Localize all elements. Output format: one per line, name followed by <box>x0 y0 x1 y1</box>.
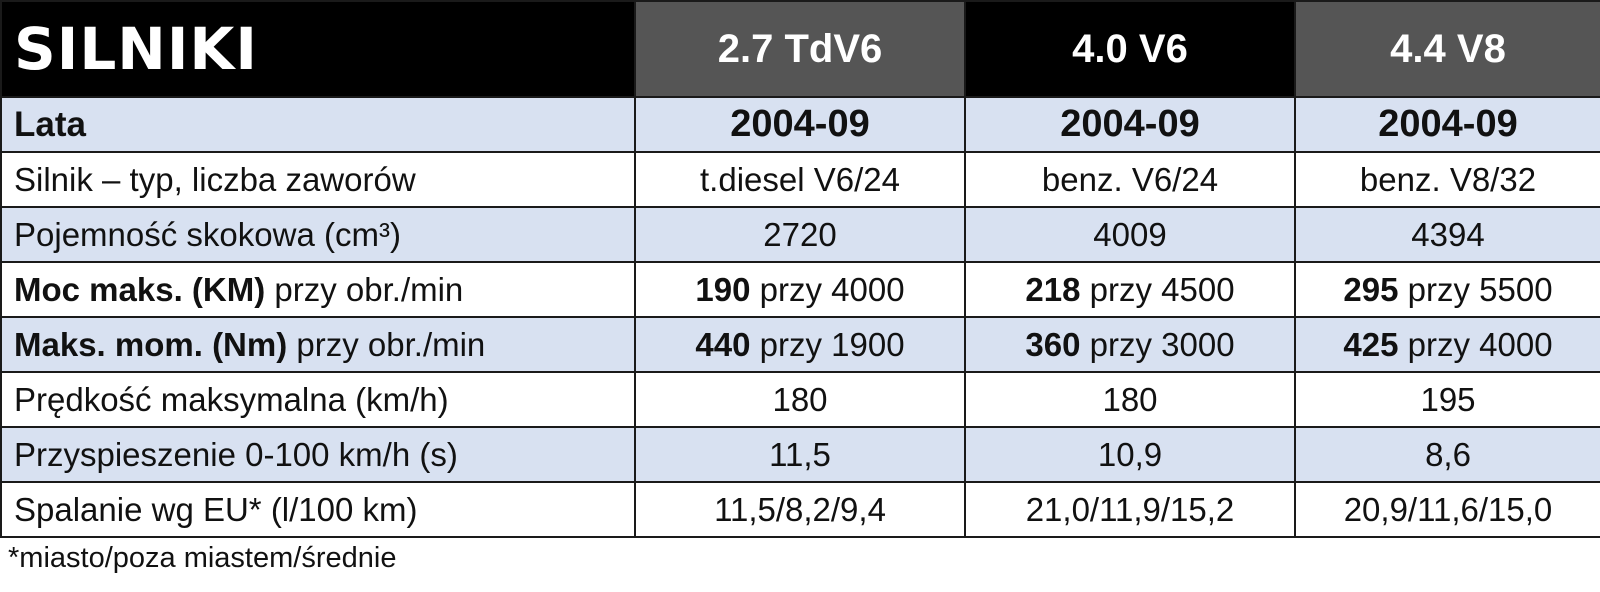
cell-value: 4394 <box>1294 206 1600 263</box>
cell-value: 8,6 <box>1294 426 1600 483</box>
row-label: Silnik – typ, liczba zaworów <box>0 151 636 208</box>
table-row-years: Lata 2004-09 2004-09 2004-09 <box>0 96 1600 153</box>
cell-value: 440 przy 1900 <box>634 316 966 373</box>
cell-value: 180 <box>634 371 966 428</box>
cell-value-bold: 190 <box>695 270 751 308</box>
cell-value: 20,9/11,6/15,0 <box>1294 481 1600 538</box>
cell-value-rest: przy 1900 <box>750 325 905 363</box>
row-label-rest: przy obr./min <box>287 325 486 363</box>
table-row-engine-type: Silnik – typ, liczba zaworów t.diesel V6… <box>0 151 1600 208</box>
cell-value: 2004-09 <box>634 96 966 153</box>
cell-value: 2004-09 <box>964 96 1296 153</box>
cell-value-bold: 440 <box>695 325 751 363</box>
cell-value: benz. V8/32 <box>1294 151 1600 208</box>
cell-value: 21,0/11,9/15,2 <box>964 481 1296 538</box>
column-header-engine-2: 4.0 V6 <box>964 0 1296 98</box>
cell-value: 4009 <box>964 206 1296 263</box>
cell-value-bold: 218 <box>1025 270 1081 308</box>
row-label: Pojemność skokowa (cm³) <box>0 206 636 263</box>
cell-value-rest: przy 4000 <box>750 270 905 308</box>
cell-value-rest: przy 5500 <box>1398 270 1553 308</box>
row-label-rest: przy obr./min <box>265 270 464 308</box>
cell-value-bold: 425 <box>1343 325 1399 363</box>
table-row-max-power: Moc maks. (KM) przy obr./min 190 przy 40… <box>0 261 1600 318</box>
column-header-engine-1: 2.7 TdV6 <box>634 0 966 98</box>
cell-value: 2720 <box>634 206 966 263</box>
table-row-acceleration: Przyspieszenie 0-100 km/h (s) 11,5 10,9 … <box>0 426 1600 483</box>
row-label-bold: Moc maks. (KM) <box>14 270 266 308</box>
table-row-top-speed: Prędkość maksymalna (km/h) 180 180 195 <box>0 371 1600 428</box>
cell-value-rest: przy 4500 <box>1080 270 1235 308</box>
cell-value: 295 przy 5500 <box>1294 261 1600 318</box>
cell-value-rest: przy 3000 <box>1080 325 1235 363</box>
cell-value: 190 przy 4000 <box>634 261 966 318</box>
column-header-engine-3: 4.4 V8 <box>1294 0 1600 98</box>
row-label: Prędkość maksymalna (km/h) <box>0 371 636 428</box>
table-title: SILNIKI <box>0 0 636 98</box>
table-row-max-torque: Maks. mom. (Nm) przy obr./min 440 przy 1… <box>0 316 1600 373</box>
cell-value: t.diesel V6/24 <box>634 151 966 208</box>
footnote: *miasto/poza miastem/średnie <box>8 542 397 574</box>
table-row-fuel-consumption: Spalanie wg EU* (l/100 km) 11,5/8,2/9,4 … <box>0 481 1600 538</box>
row-label: Lata <box>0 96 636 153</box>
row-label: Maks. mom. (Nm) przy obr./min <box>0 316 636 373</box>
cell-value-bold: 295 <box>1343 270 1399 308</box>
row-label: Spalanie wg EU* (l/100 km) <box>0 481 636 538</box>
cell-value: 11,5/8,2/9,4 <box>634 481 966 538</box>
engine-spec-table: SILNIKI 2.7 TdV6 4.0 V6 4.4 V8 Lata 2004… <box>0 0 1600 538</box>
cell-value-bold: 360 <box>1025 325 1081 363</box>
cell-value: 195 <box>1294 371 1600 428</box>
cell-value: 10,9 <box>964 426 1296 483</box>
row-label: Moc maks. (KM) przy obr./min <box>0 261 636 318</box>
cell-value: 180 <box>964 371 1296 428</box>
cell-value: 425 przy 4000 <box>1294 316 1600 373</box>
row-label-bold: Maks. mom. (Nm) <box>14 325 288 363</box>
table-header-row: SILNIKI 2.7 TdV6 4.0 V6 4.4 V8 <box>0 0 1600 98</box>
cell-value: benz. V6/24 <box>964 151 1296 208</box>
cell-value: 360 przy 3000 <box>964 316 1296 373</box>
table-row-displacement: Pojemność skokowa (cm³) 2720 4009 4394 <box>0 206 1600 263</box>
row-label: Przyspieszenie 0-100 km/h (s) <box>0 426 636 483</box>
cell-value: 11,5 <box>634 426 966 483</box>
cell-value: 2004-09 <box>1294 96 1600 153</box>
cell-value: 218 przy 4500 <box>964 261 1296 318</box>
cell-value-rest: przy 4000 <box>1398 325 1553 363</box>
